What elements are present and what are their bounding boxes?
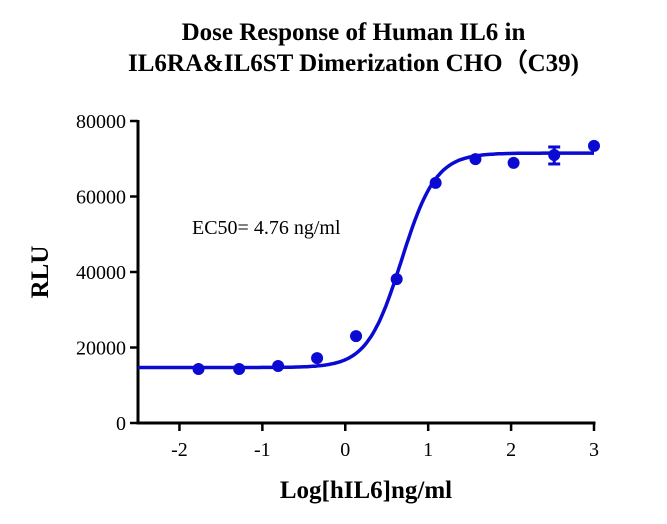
x-tick-label: -2: [171, 439, 188, 461]
ec50-annotation: EC50= 4.76 ng/ml: [192, 217, 341, 239]
data-points: [192, 139, 600, 376]
y-tick-label: 80000: [76, 111, 126, 133]
y-tick-label: 40000: [76, 262, 126, 284]
data-point: [350, 330, 363, 343]
data-point: [311, 352, 324, 365]
data-point: [272, 359, 285, 372]
x-tick-label: 1: [423, 439, 433, 461]
chart-title-line-2: IL6RA&IL6ST Dimerization CHO（C39): [128, 50, 579, 77]
fit-curve-path: [138, 151, 594, 370]
chart-title-line-1: Dose Response of Human IL6 in: [181, 19, 526, 46]
data-point: [507, 156, 520, 169]
x-tick-label: 3: [589, 439, 599, 461]
axes: 0 20000 40000 60000 80000 -2 -1 0 1 2 3: [76, 111, 599, 461]
fit-curve: [138, 151, 594, 370]
y-tick-label: 0: [116, 413, 126, 435]
y-axis-label: RLU: [27, 246, 54, 299]
y-tick-label: 20000: [76, 338, 126, 360]
data-point: [233, 363, 246, 376]
y-tick-label: 60000: [76, 187, 126, 209]
x-tick-label: 2: [506, 439, 516, 461]
data-point: [192, 363, 205, 376]
data-point: [429, 176, 442, 189]
data-point: [390, 273, 403, 286]
x-tick-label: 0: [340, 439, 350, 461]
x-tick-label: -1: [254, 439, 271, 461]
x-axis-label: Log[hIL6]ng/ml: [280, 477, 452, 504]
data-point: [548, 148, 561, 161]
data-point: [588, 139, 600, 152]
data-point: [469, 153, 482, 166]
